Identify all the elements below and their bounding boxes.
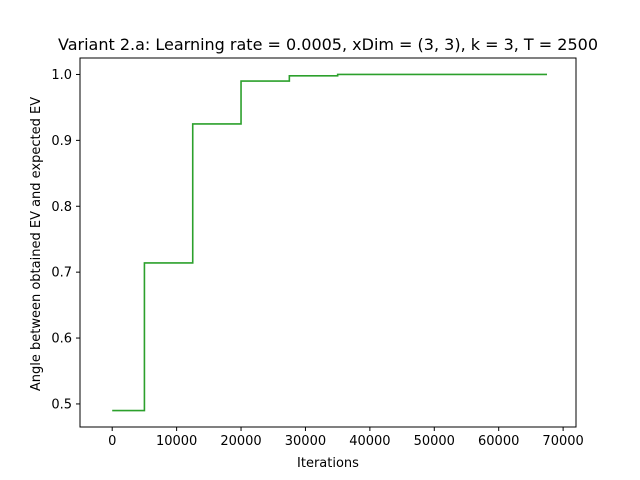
x-tick-label: 30000	[285, 434, 326, 449]
y-tick-label: 0.6	[51, 332, 72, 347]
chart-title: Variant 2.a: Learning rate = 0.0005, xDi…	[58, 35, 598, 54]
series-layer	[112, 73, 548, 412]
x-tick-label: 50000	[414, 434, 455, 449]
x-tick-label: 70000	[542, 434, 583, 449]
x-axis-label: Iterations	[297, 456, 359, 471]
x-tick-label: 40000	[349, 434, 390, 449]
axes-layer: 0 10000 20000 30000 40000 50000 60000 70000 0.5 0…	[51, 57, 584, 449]
x-tick-label: 60000	[478, 434, 519, 449]
x-tick-label: 20000	[220, 434, 261, 449]
axes-frame	[79, 57, 577, 428]
y-tick-label: 0.9	[51, 134, 72, 149]
y-axis-label: Angle between obtained EV and expected E…	[29, 97, 44, 391]
series-line-angle	[112, 73, 548, 412]
y-tick-label: 1.0	[51, 68, 72, 83]
y-tick-label: 0.8	[51, 200, 72, 215]
y-tick-label: 0.5	[51, 397, 72, 412]
x-tick-label: 10000	[156, 434, 197, 449]
x-tick-label: 0	[108, 434, 116, 449]
y-tick-label: 0.7	[51, 266, 72, 281]
